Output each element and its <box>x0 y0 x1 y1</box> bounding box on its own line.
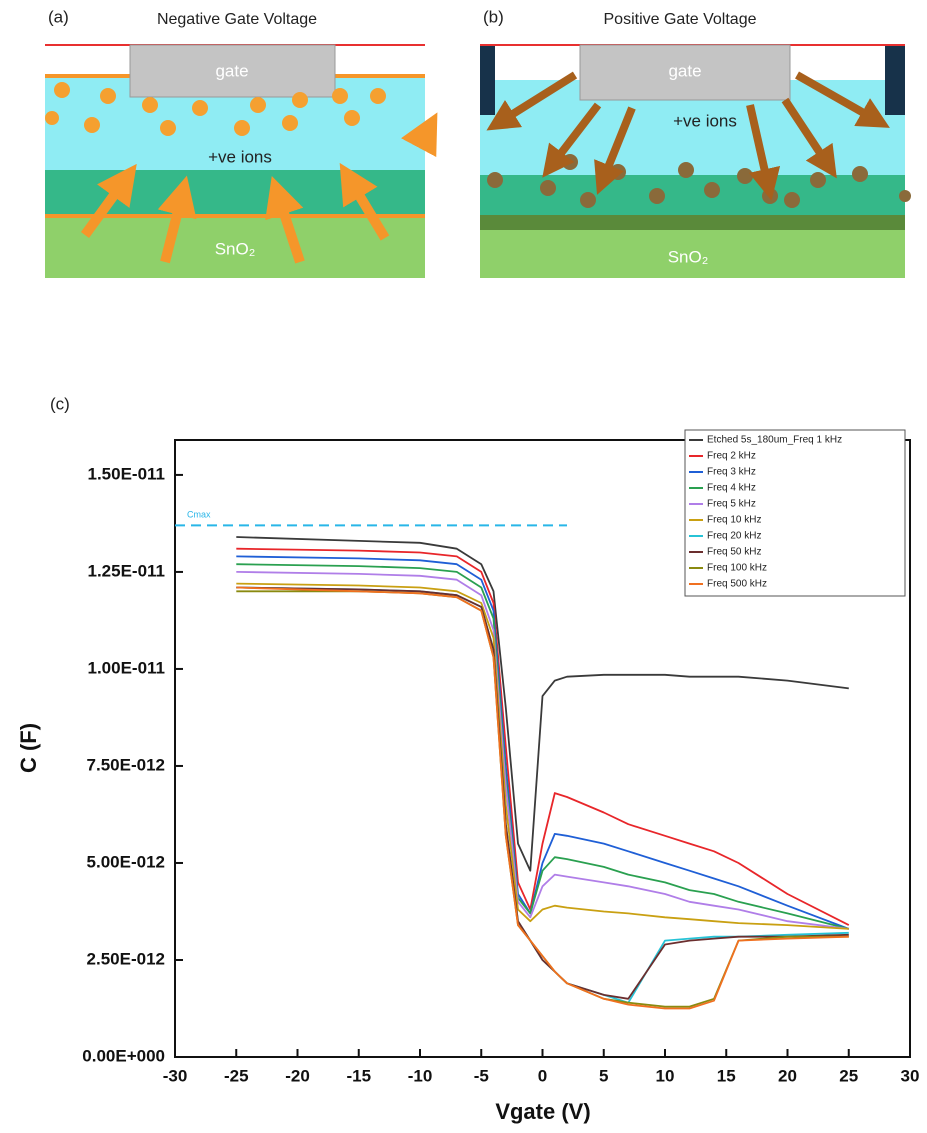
gate-label: gate <box>668 61 701 80</box>
diagram-a: (a) Negative Gate Voltage gate +ve ions … <box>45 7 428 278</box>
annotation: Cmax <box>187 510 211 520</box>
legend-label: Freq 5 kHz <box>707 499 756 510</box>
layer <box>480 175 905 215</box>
layer <box>480 215 905 230</box>
y-tick-label: 2.50E-012 <box>87 949 165 968</box>
y-tick-label: 7.50E-012 <box>87 755 165 774</box>
x-axis-title: Vgate (V) <box>495 1099 590 1124</box>
legend-label: Etched 5s_180um_Freq 1 kHz <box>707 435 842 446</box>
series-line <box>236 584 849 929</box>
y-tick-label: 5.00E-012 <box>87 852 165 871</box>
x-tick-label: 30 <box>901 1066 920 1085</box>
substrate-label: SnO₂ <box>668 247 709 266</box>
legend-label: Freq 500 kHz <box>707 579 767 590</box>
legend-label: Freq 100 kHz <box>707 563 767 574</box>
substrate-label: SnO₂ <box>215 239 256 258</box>
contact <box>885 45 905 115</box>
series-line <box>236 588 849 1009</box>
legend-label: Freq 20 kHz <box>707 531 761 542</box>
ions-label: +ve ions <box>673 111 737 130</box>
x-tick-label: 0 <box>538 1066 547 1085</box>
legend-label: Freq 4 kHz <box>707 483 756 494</box>
x-tick-label: -5 <box>474 1066 489 1085</box>
x-tick-label: 5 <box>599 1066 608 1085</box>
x-tick-label: -20 <box>285 1066 310 1085</box>
series-line <box>236 588 849 999</box>
figure: (a) Negative Gate Voltage gate +ve ions … <box>0 0 927 1133</box>
y-axis-title: C (F) <box>16 723 41 773</box>
diagram-title: Negative Gate Voltage <box>157 11 317 28</box>
x-tick-label: 15 <box>717 1066 736 1085</box>
x-tick-label: -30 <box>163 1066 188 1085</box>
legend-label: Freq 2 kHz <box>707 451 756 462</box>
contact <box>480 45 495 115</box>
diagram-title: Positive Gate Voltage <box>604 11 757 28</box>
gate-label: gate <box>215 61 248 80</box>
series-line <box>236 591 849 1006</box>
panel-label: (b) <box>483 7 504 26</box>
panel-label: (c) <box>50 394 70 413</box>
ions-label: +ve ions <box>208 147 272 166</box>
diagram-b: (b) Positive Gate Voltage gate +ve ions … <box>480 7 911 278</box>
x-tick-label: -25 <box>224 1066 249 1085</box>
panel-label: (a) <box>48 7 69 26</box>
y-tick-label: 1.00E-011 <box>87 658 165 677</box>
series-line <box>236 549 849 925</box>
x-tick-label: 10 <box>656 1066 675 1085</box>
y-tick-label: 0.00E+000 <box>82 1046 165 1065</box>
legend-label: Freq 10 kHz <box>707 515 761 526</box>
x-tick-label: -15 <box>346 1066 371 1085</box>
x-tick-label: -10 <box>408 1066 433 1085</box>
x-tick-label: 20 <box>778 1066 797 1085</box>
y-tick-label: 1.50E-011 <box>87 464 165 483</box>
y-tick-label: 1.25E-011 <box>87 561 165 580</box>
legend-label: Freq 3 kHz <box>707 467 756 478</box>
x-tick-label: 25 <box>839 1066 858 1085</box>
legend-label: Freq 50 kHz <box>707 547 761 558</box>
